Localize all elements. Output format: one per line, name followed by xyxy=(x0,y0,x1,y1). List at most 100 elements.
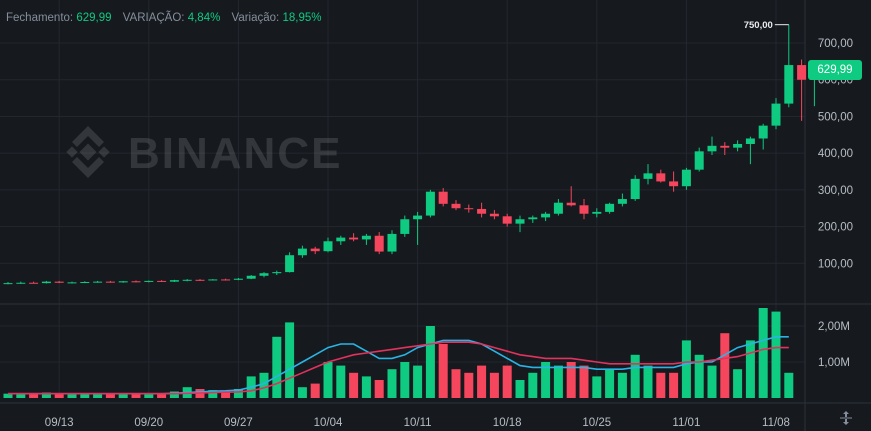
candle-body xyxy=(438,191,448,204)
candle xyxy=(336,235,346,245)
candle-body xyxy=(169,280,179,282)
fit-scale-icon[interactable] xyxy=(837,410,855,426)
price-tick-label: 400,00 xyxy=(818,148,853,160)
candle-body xyxy=(336,237,346,242)
volume-bar xyxy=(361,376,371,398)
candle-body xyxy=(29,282,39,284)
price-tick-label: 200,00 xyxy=(818,222,853,234)
candle xyxy=(515,215,525,233)
candle-body xyxy=(477,208,487,214)
candle xyxy=(592,208,602,218)
time-tick-label: 09/27 xyxy=(224,417,253,429)
candle xyxy=(438,188,448,207)
candle xyxy=(425,189,435,218)
candle xyxy=(643,164,653,185)
price-tick-label: 700,00 xyxy=(818,38,853,50)
close-label: Fechamento: xyxy=(6,12,74,24)
candle-body xyxy=(707,145,717,152)
candle xyxy=(67,281,77,284)
time-tick-label: 10/04 xyxy=(314,417,343,429)
candle-body xyxy=(413,215,423,220)
volume-bar xyxy=(669,372,679,398)
high-label: 750,00 xyxy=(744,20,773,31)
time-tick-label: 10/18 xyxy=(493,417,522,429)
volume-bar xyxy=(707,365,717,398)
volume-bar xyxy=(272,336,282,398)
candle xyxy=(528,215,538,223)
variation-label: Variação: xyxy=(231,12,280,24)
candle xyxy=(16,281,26,284)
candle xyxy=(771,98,781,130)
candle xyxy=(93,280,103,283)
volume-bar xyxy=(221,390,231,398)
candle-body xyxy=(630,178,640,200)
time-tick-label: 11/01 xyxy=(672,417,700,429)
candle-body xyxy=(592,211,602,214)
volume-bar xyxy=(451,369,461,398)
candle xyxy=(464,204,474,213)
candle-body xyxy=(681,169,691,187)
candle xyxy=(733,140,743,152)
candle-body xyxy=(733,143,743,148)
volume-bar xyxy=(745,340,755,398)
volume-bar xyxy=(41,392,51,398)
candle-body xyxy=(67,282,77,284)
price-tick-label: 300,00 xyxy=(818,185,853,197)
volume-bar xyxy=(758,308,768,398)
volume-bar xyxy=(67,393,77,398)
volume-tick-label: 2,00M xyxy=(818,321,850,333)
candle xyxy=(694,147,704,172)
volume-bar xyxy=(387,369,397,398)
volume-bar xyxy=(720,333,730,398)
volume-bar xyxy=(297,387,307,398)
candle xyxy=(681,167,691,190)
candle-body xyxy=(566,202,576,206)
volume-bar xyxy=(374,380,384,398)
candle-body xyxy=(195,279,205,281)
candle xyxy=(720,142,730,155)
binance-watermark: BINANCE xyxy=(66,126,340,178)
volume-bar xyxy=(630,354,640,398)
candle-body xyxy=(643,173,653,179)
candle-body xyxy=(669,181,679,187)
candle xyxy=(745,136,755,165)
candle-body xyxy=(528,217,538,220)
volume-bar xyxy=(16,393,26,398)
candle-body xyxy=(208,279,218,281)
candle-body xyxy=(451,203,461,209)
volume-bar xyxy=(656,372,666,398)
candle-body xyxy=(323,241,333,252)
time-axis: 09/13 09/20 09/27 10/04 10/11 10/18 10/25 11/01… xyxy=(45,417,790,429)
volume-bars xyxy=(3,308,794,398)
candle-body xyxy=(118,281,128,283)
candle xyxy=(797,59,807,121)
candle-body xyxy=(553,202,563,214)
candles xyxy=(3,24,819,285)
candle-body xyxy=(272,272,282,274)
price-tick-label: 100,00 xyxy=(818,258,853,270)
candle xyxy=(400,215,410,237)
candle xyxy=(169,279,179,283)
candle xyxy=(285,252,295,273)
candle-body xyxy=(694,151,704,170)
candle xyxy=(80,281,90,284)
candle xyxy=(144,280,154,283)
volume-bar xyxy=(349,372,359,398)
candle-body xyxy=(541,213,551,218)
candle xyxy=(208,279,218,281)
candle xyxy=(310,246,320,255)
volume-bar xyxy=(93,393,103,398)
volume-bar xyxy=(553,365,563,398)
volume-bar xyxy=(208,390,218,398)
candle-body xyxy=(400,219,410,234)
volume-bar xyxy=(528,372,538,398)
volume-bar xyxy=(733,369,743,398)
candle xyxy=(361,233,371,245)
volume-bar xyxy=(643,365,653,398)
volume-bar xyxy=(566,362,576,398)
candle xyxy=(221,278,231,281)
volume-axis: 1,00M 2,00M xyxy=(818,321,850,369)
candle xyxy=(553,199,563,216)
